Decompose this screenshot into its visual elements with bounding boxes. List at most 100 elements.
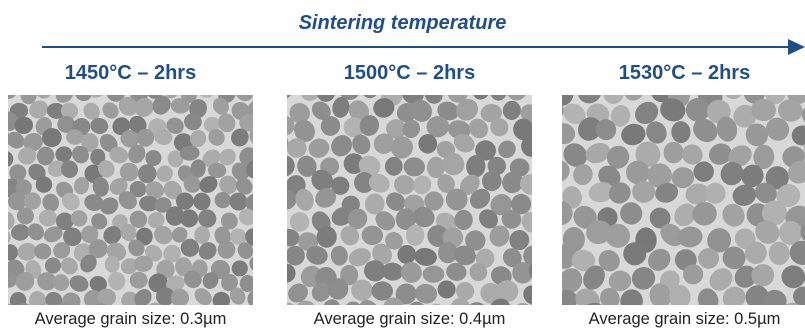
grain [99,134,118,153]
grain [513,118,532,141]
grain [586,220,612,244]
grain [741,164,764,188]
grain [147,211,165,229]
grain [343,117,365,138]
grain [73,177,90,195]
grain [109,146,129,164]
grain [663,141,684,164]
grain [386,192,406,211]
grain [509,230,530,251]
grain [523,285,532,305]
grain [475,248,495,269]
grain [358,155,381,177]
grain [605,223,631,248]
grain [707,228,732,253]
grain [320,116,341,136]
grain [165,206,185,226]
grain [456,281,475,301]
grain [97,288,116,305]
grain [373,97,395,118]
grain [156,165,173,182]
grain [427,225,449,248]
grain [385,232,403,250]
grain [112,117,131,136]
grain [381,262,404,281]
grain [469,263,488,282]
grain [294,119,315,142]
grain [316,226,337,248]
grain [118,96,138,116]
grain [184,113,202,131]
grain [18,147,37,165]
grain [235,177,253,195]
grain [511,193,532,215]
grain [8,150,14,167]
grain [194,226,211,244]
grain [418,134,438,154]
grain [89,275,107,293]
grain [351,279,373,301]
grain [422,265,445,283]
grain [603,95,624,104]
grain [660,98,686,122]
grain [671,121,691,144]
grain [145,181,165,199]
grain [475,140,496,161]
grain [102,102,119,119]
grain [239,275,253,292]
grain [692,202,717,226]
grain [166,117,184,134]
grain-size-caption: Average grain size: 0.4µm [313,310,506,328]
grain [649,207,671,229]
grain [129,210,148,228]
grain [315,188,337,208]
grain [52,274,70,292]
grain [765,95,786,105]
grain [306,246,328,265]
grain [631,266,656,290]
grain [405,224,425,246]
grain [501,209,522,229]
grain [28,291,47,305]
grain [620,202,643,225]
grain [750,98,776,122]
grain [453,245,476,266]
grain [606,145,630,169]
panel-1450c: 1450°C – 2hrs Average grain size: 0.3µm [8,62,253,330]
grain [175,192,194,210]
grain [600,287,620,305]
grain [154,128,173,146]
grain [426,116,450,138]
grain [465,230,486,251]
grain [743,95,765,104]
grain [745,123,769,147]
grain [372,243,393,265]
panel-1530c: 1530°C – 2hrs Average grain size: 0.5µm [562,62,805,330]
grain [437,101,459,121]
grain [397,244,416,264]
grain [129,180,147,198]
grain [120,130,140,148]
grain [70,210,88,227]
grain [413,175,432,195]
grain [180,209,199,228]
grain [60,102,79,120]
grain [163,244,181,263]
grain [308,138,330,158]
grain [190,159,206,178]
grain [214,191,231,209]
grain [8,211,15,230]
grain [37,272,57,291]
grain [74,95,92,102]
grain [635,101,659,124]
grain [352,134,371,155]
grain [446,262,467,281]
grain [519,174,532,195]
grain [720,161,744,186]
grain [35,176,53,193]
grain [763,289,787,305]
grain [136,227,153,246]
grain [745,285,769,305]
grain [43,226,63,243]
grain [66,129,84,145]
